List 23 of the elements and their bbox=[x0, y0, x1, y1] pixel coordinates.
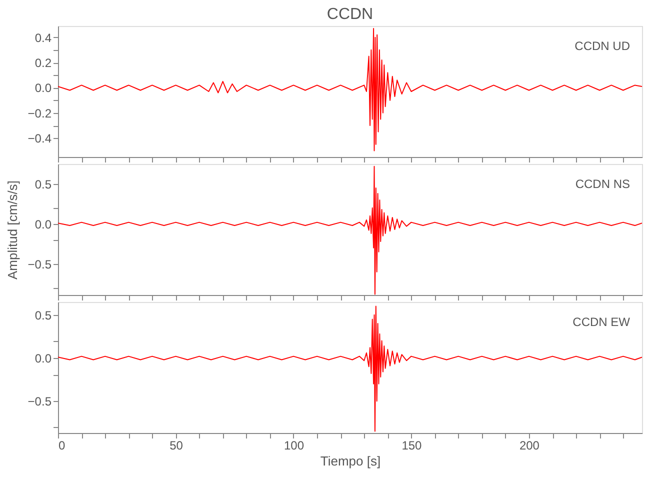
x-tick-label: 150 bbox=[402, 438, 422, 452]
x-tick-label: 100 bbox=[284, 438, 304, 452]
y-tick-label: −0.2 bbox=[28, 106, 52, 120]
x-tick-label: 0 bbox=[58, 438, 66, 452]
y-tick-label: 0.2 bbox=[34, 56, 52, 70]
y-tick-label: 0.0 bbox=[34, 217, 52, 232]
x-tick-label: 200 bbox=[519, 438, 540, 452]
y-tick-label: −0.4 bbox=[28, 132, 52, 146]
y-tick-label: 0.5 bbox=[34, 308, 52, 322]
annotation: CCDN NS bbox=[575, 177, 630, 191]
x-axis-title: Tiempo [s] bbox=[320, 454, 381, 468]
y-tick-label: 0.0 bbox=[34, 81, 52, 96]
line-series bbox=[58, 28, 642, 152]
y-tick-label: 0.5 bbox=[34, 177, 52, 192]
y-tick-label: −0.5 bbox=[28, 257, 52, 272]
chart-title: CCDN bbox=[326, 6, 374, 23]
x-tick-label: 50 bbox=[170, 438, 184, 452]
y-axis-title: Amplitud [cm/s/s] bbox=[4, 180, 20, 280]
y-tick-label: 0.4 bbox=[34, 30, 52, 45]
y-tick-label: −0.5 bbox=[28, 394, 52, 409]
annotation: CCDN UD bbox=[574, 39, 630, 53]
annotation: CCDN EW bbox=[572, 315, 631, 329]
y-tick-label: 0.0 bbox=[34, 352, 52, 366]
